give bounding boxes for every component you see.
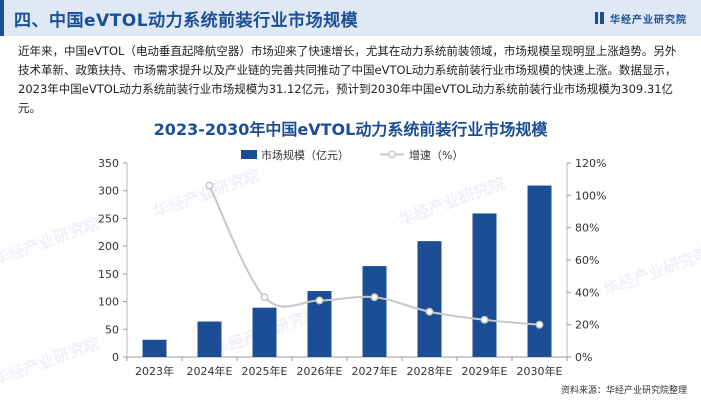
growth-point (480, 315, 489, 324)
logo-text: 华经产业研究院 (610, 14, 687, 26)
chart-legend: 市场规模（亿元） 增速（%） (241, 148, 463, 162)
x-tick-label: 2024年E (187, 364, 233, 378)
bar-2029年E (472, 213, 497, 357)
legend-swatch-bar (241, 150, 257, 159)
y-left-tick-label: 350 (98, 157, 119, 170)
growth-point (535, 320, 544, 329)
y-left-tick-label: 150 (98, 268, 119, 281)
section-header: 四、中国eVTOL动力系统前装行业市场规模 华经产业研究院 (0, 0, 701, 36)
y-right-tick-label: 60% (575, 254, 599, 267)
bar-2030年E (527, 185, 552, 357)
y-left-tick-label: 100 (98, 296, 119, 309)
growth-point (370, 293, 379, 302)
growth-point (315, 296, 324, 305)
y-left-tick-label: 300 (98, 185, 119, 198)
brand-logo: 华经产业研究院 (595, 11, 687, 26)
header-accent-bar (0, 0, 4, 36)
logo-icon (595, 12, 604, 24)
section-title: 四、中国eVTOL动力系统前装行业市场规模 (14, 11, 359, 31)
bar-2025年E (252, 307, 277, 357)
x-tick-label: 2023年 (135, 364, 174, 378)
y-left-tick-label: 250 (98, 212, 119, 225)
growth-point (425, 307, 434, 316)
x-tick-label: 2026年E (297, 364, 343, 378)
legend-label-bar: 市场规模（亿元） (261, 148, 349, 162)
bar-2024年E (197, 321, 222, 357)
legend-marker-line (388, 150, 396, 159)
y-right-tick-label: 0% (575, 351, 592, 364)
bar-2028年E (417, 241, 442, 357)
x-tick-label: 2030年E (517, 364, 563, 378)
y-right-tick-label: 100% (575, 189, 606, 202)
growth-point (205, 181, 214, 190)
x-tick-label: 2028年E (407, 364, 453, 378)
y-left-tick-label: 0 (112, 351, 119, 364)
legend-label-line: 增速（%） (409, 148, 463, 162)
y-right-tick-label: 40% (575, 286, 599, 299)
source-note: 资料来源：华经产业研究院整理 (560, 386, 687, 396)
chart-title: 2023-2030年中国eVTOL动力系统前装行业市场规模 (153, 120, 548, 139)
y-left-tick-label: 200 (98, 240, 119, 253)
x-tick-label: 2029年E (462, 364, 508, 378)
intro-paragraph: 近年来，中国eVTOL（电动垂直起降航空器）市场迎来了快速增长，尤其在动力系统前… (18, 44, 677, 115)
x-tick-label: 2027年E (352, 364, 398, 378)
growth-point (260, 293, 269, 302)
bar-2023年 (142, 339, 167, 357)
bar-2027年E (362, 266, 387, 357)
y-right-tick-label: 20% (575, 319, 599, 332)
y-right-tick-label: 120% (575, 157, 606, 170)
y-left-tick-label: 50 (105, 323, 119, 336)
x-tick-label: 2025年E (242, 364, 288, 378)
y-right-tick-label: 80% (575, 222, 599, 235)
